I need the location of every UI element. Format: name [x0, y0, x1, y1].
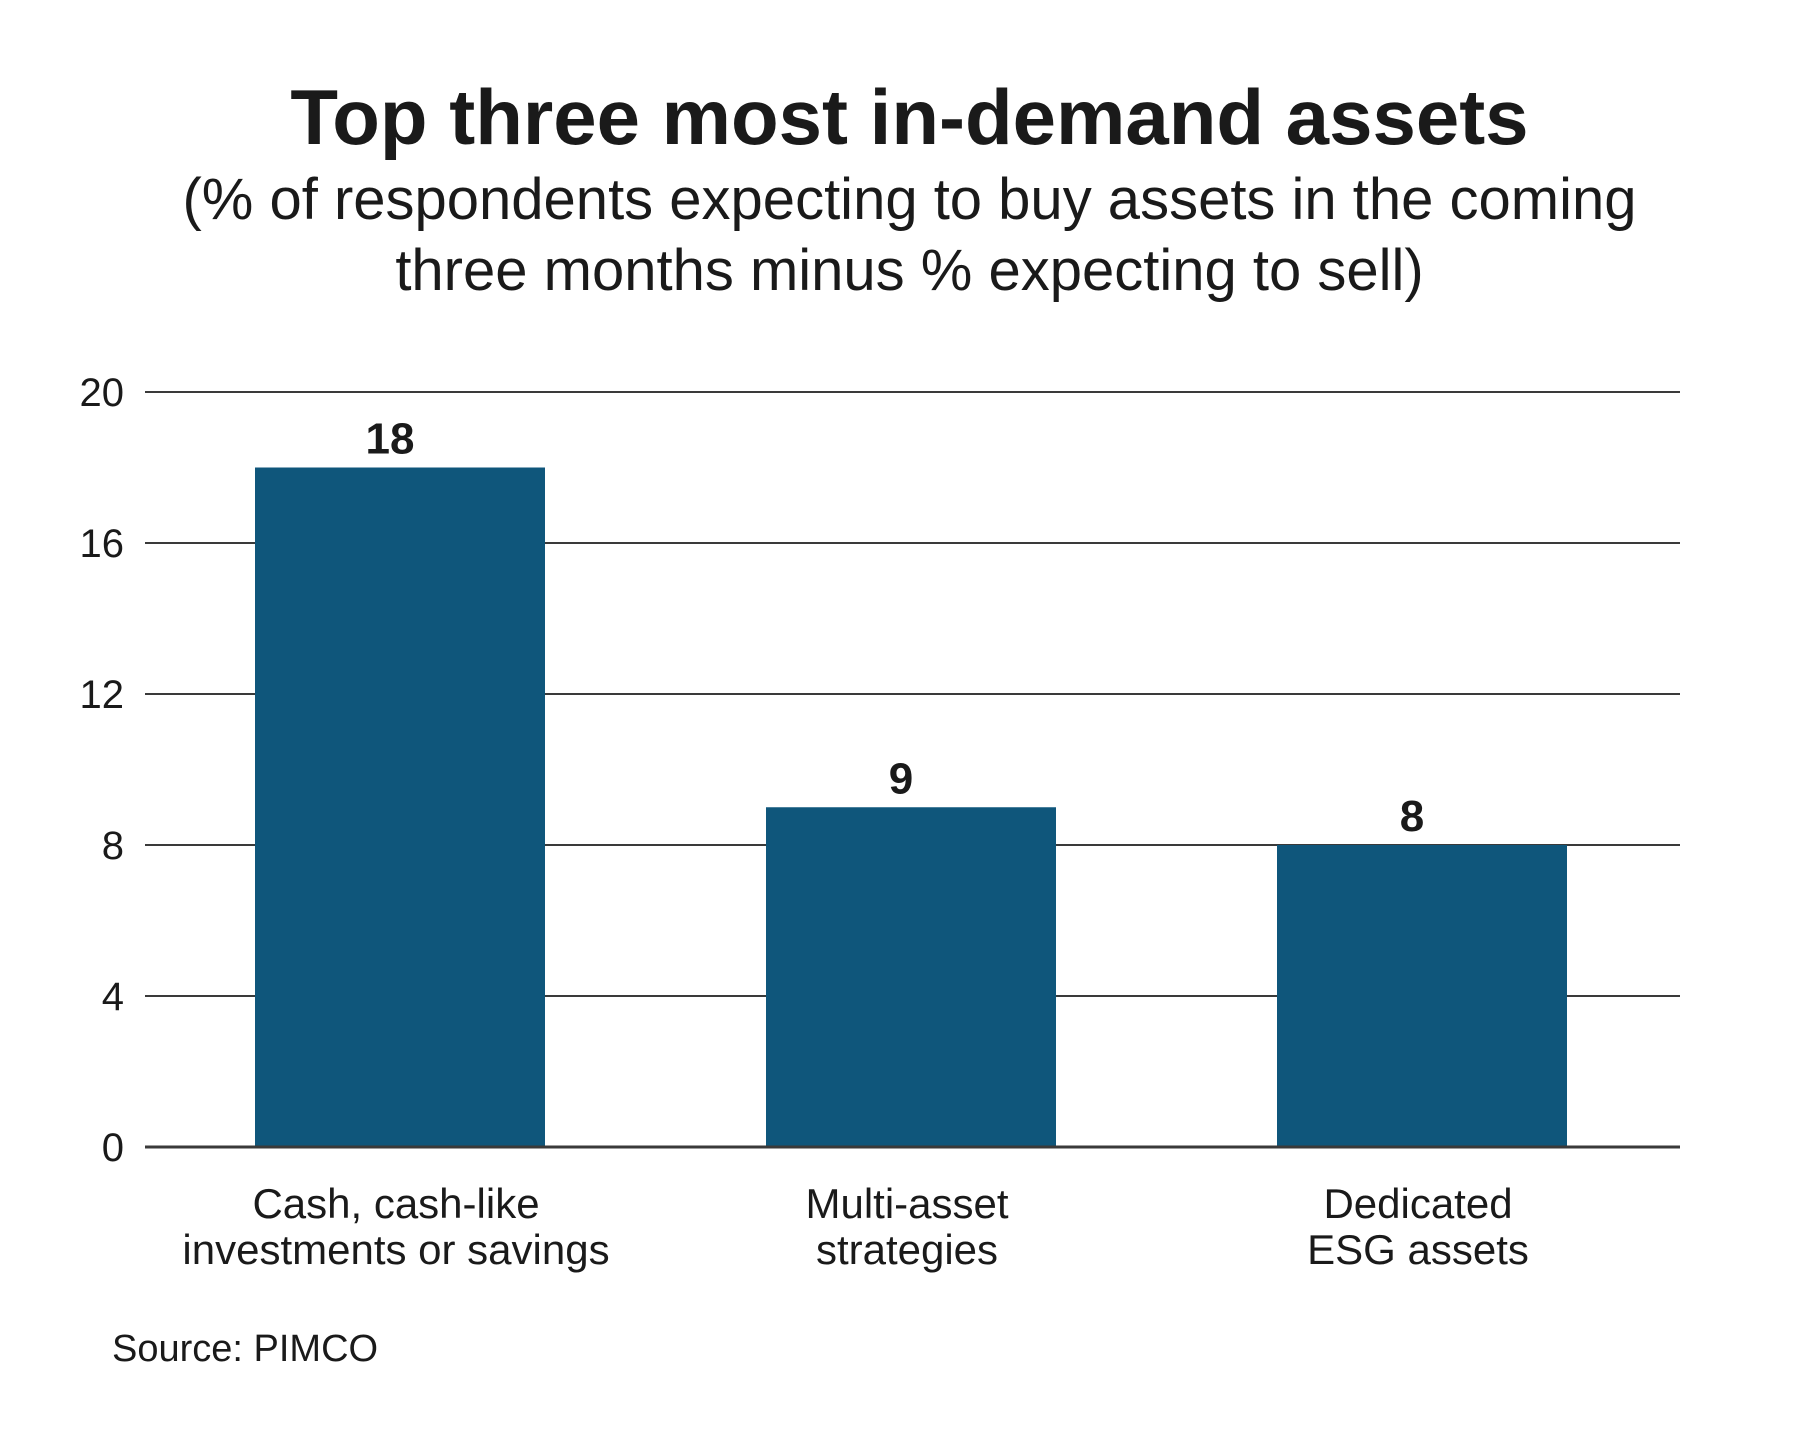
y-tick-label: 8	[102, 824, 124, 868]
bar	[255, 467, 545, 1147]
x-category-label: strategies	[816, 1226, 998, 1273]
x-category-label: Dedicated	[1323, 1180, 1512, 1227]
y-tick-label: 4	[102, 975, 124, 1019]
x-category-label: Cash, cash-like	[252, 1180, 539, 1227]
y-tick-label: 16	[80, 522, 125, 566]
y-tick-label: 0	[102, 1126, 124, 1170]
bars	[255, 467, 1567, 1147]
y-tick-label: 12	[80, 673, 125, 717]
x-category-label: investments or savings	[182, 1226, 609, 1273]
x-category-label: ESG assets	[1307, 1226, 1529, 1273]
chart-subtitle-line-2: three months minus % expecting to sell)	[395, 238, 1424, 303]
y-tick-label: 20	[80, 371, 125, 415]
chart-subtitle-line-1: (% of respondents expecting to buy asset…	[182, 167, 1637, 232]
bar	[1277, 845, 1567, 1147]
source-note: Source: PIMCO	[112, 1328, 379, 1370]
data-label: 8	[1400, 792, 1424, 841]
bar	[766, 807, 1056, 1147]
data-label: 9	[889, 754, 913, 803]
chart-title: Top three most in-demand assets	[290, 73, 1529, 161]
x-category-label: Multi-asset	[805, 1180, 1008, 1227]
data-label: 18	[366, 415, 415, 464]
